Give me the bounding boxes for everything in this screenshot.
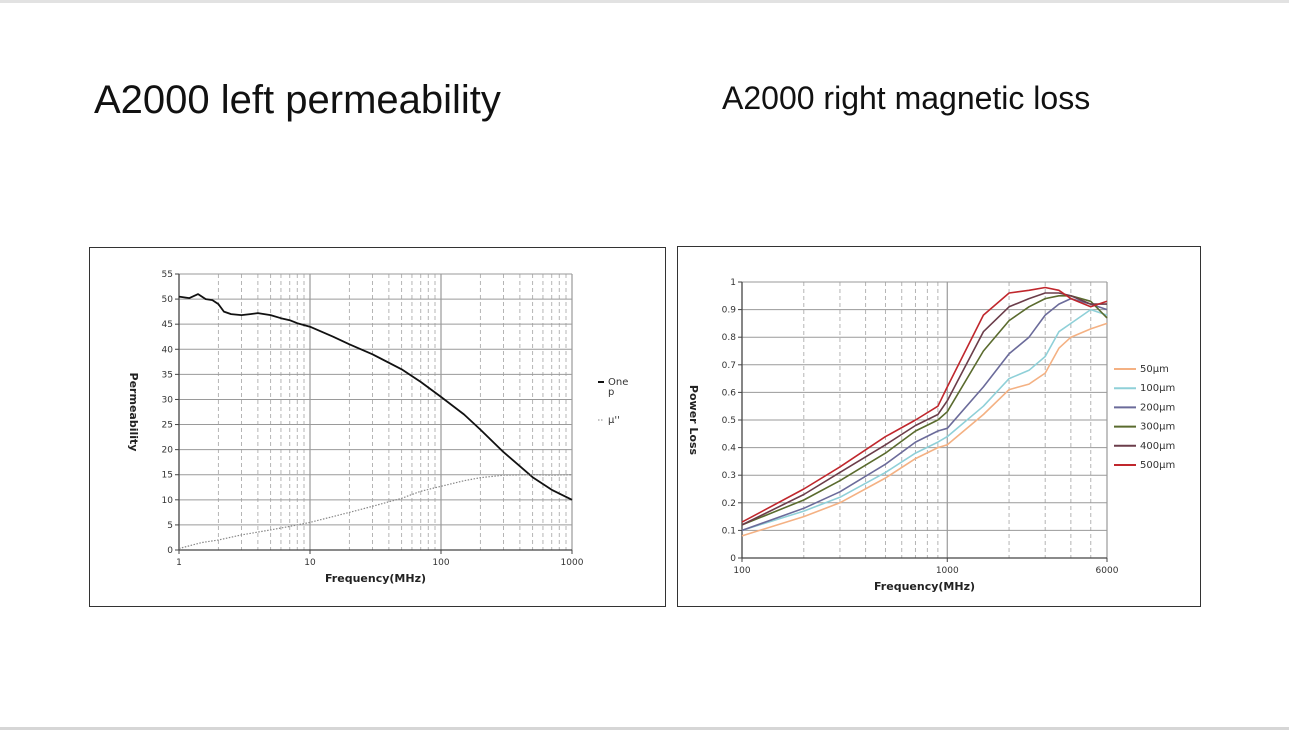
y-tick-label: 10 xyxy=(162,496,174,506)
y-tick-label: 0 xyxy=(167,546,173,556)
y-tick-label: 45 xyxy=(162,320,173,330)
x-axis-label: Frequency(MHz) xyxy=(874,580,975,593)
title-right: A2000 right magnetic loss xyxy=(722,80,1091,116)
legend-label: 50μm xyxy=(1140,364,1169,375)
y-tick-label: 40 xyxy=(162,345,174,355)
legend-label: μ'' xyxy=(608,415,620,426)
y-tick-label: 0.6 xyxy=(722,388,737,398)
y-tick-label: 0.9 xyxy=(722,306,737,316)
series-line-4 xyxy=(741,295,1108,526)
y-tick-label: 0 xyxy=(730,554,736,564)
legend-label: 300μm xyxy=(1140,422,1175,433)
series-line-2 xyxy=(178,474,573,550)
y-axis-label: Permeability xyxy=(127,373,140,452)
series-line-1 xyxy=(741,322,1108,537)
y-tick-label: 0.2 xyxy=(722,499,736,509)
power-loss-chart-panel: 0 0.1 0.2 0.3 0.4 0.5 0.6 0.7 0.8 0.9 1 100 1000 6000… xyxy=(677,246,1201,607)
series-line-5 xyxy=(741,292,1107,526)
title-left: A2000 left permeability xyxy=(94,78,501,122)
y-tick-label: 1 xyxy=(730,278,736,288)
x-tick-label: 10 xyxy=(304,558,316,568)
series-line-6 xyxy=(741,286,1108,523)
y-axis-label: Power Loss xyxy=(687,385,700,456)
y-tick-label: 0.3 xyxy=(722,471,736,481)
legend-label: 100μm xyxy=(1140,383,1175,394)
x-axis-label: Frequency(MHz) xyxy=(325,572,426,585)
y-tick-label: 5 xyxy=(167,521,173,531)
power-loss-chart: 0 0.1 0.2 0.3 0.4 0.5 0.6 0.7 0.8 0.9 1 100 1000 6000… xyxy=(687,278,1175,593)
x-tick-label: 1000 xyxy=(936,566,959,576)
y-tick-label: 0.1 xyxy=(722,526,736,536)
series-line-3 xyxy=(741,297,1108,532)
y-tick-label: 20 xyxy=(162,446,174,456)
y-tick-label: 0.8 xyxy=(722,333,737,343)
permeability-chart: 0 5 10 15 20 25 30 35 40 45 50 55 1 10 100 1000 Frequenc… xyxy=(127,270,628,585)
y-tick-label: 30 xyxy=(162,395,174,405)
y-tick-label: 0.5 xyxy=(722,416,736,426)
legend-label: 500μm xyxy=(1140,460,1175,471)
x-tick-label: 100 xyxy=(733,566,750,576)
series-line-2 xyxy=(741,308,1108,532)
permeability-chart-panel: 0 5 10 15 20 25 30 35 40 45 50 55 1 10 100 1000 Frequenc… xyxy=(89,247,666,607)
top-divider xyxy=(0,0,1289,3)
y-tick-label: 35 xyxy=(162,370,173,380)
legend-label: One p xyxy=(608,377,628,398)
y-tick-label: 50 xyxy=(162,295,174,305)
y-tick-label: 0.7 xyxy=(722,361,736,371)
x-tick-label: 6000 xyxy=(1096,566,1119,576)
legend-label: 200μm xyxy=(1140,402,1175,413)
y-tick-label: 25 xyxy=(162,421,173,431)
x-tick-label: 1000 xyxy=(561,558,584,568)
bottom-divider xyxy=(0,727,1289,730)
y-tick-label: 55 xyxy=(162,270,173,280)
y-tick-label: 0.4 xyxy=(722,444,737,454)
x-tick-label: 1 xyxy=(176,558,182,568)
y-tick-label: 15 xyxy=(162,471,173,481)
x-tick-label: 100 xyxy=(432,558,449,568)
legend-label: 400μm xyxy=(1140,441,1175,452)
series-line-1 xyxy=(178,293,573,501)
